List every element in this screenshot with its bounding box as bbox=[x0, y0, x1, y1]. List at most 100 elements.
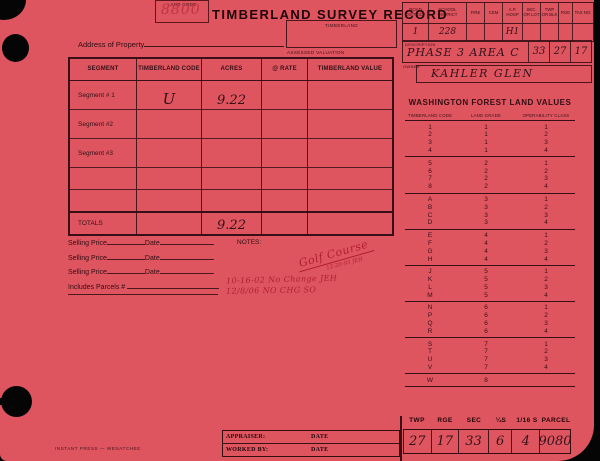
land-code-box: LAND CODE 8800 bbox=[155, 0, 209, 23]
forest-cell: 3 bbox=[544, 139, 548, 147]
forest-row: A 3 1 bbox=[405, 196, 575, 204]
forest-cell: 6 bbox=[484, 327, 488, 335]
segment-acres-cell: 9.22 bbox=[202, 81, 262, 109]
forest-cell: 2 bbox=[484, 167, 488, 175]
selling-rows: Selling Price Date Selling Price Date Sellin… bbox=[68, 238, 230, 276]
forest-cell: 6 bbox=[484, 320, 488, 328]
forest-cell: 3 bbox=[544, 320, 548, 328]
forest-cell: K bbox=[427, 276, 433, 284]
parcel-header-cell: SEC bbox=[466, 417, 482, 424]
forest-cell: 4 bbox=[544, 327, 548, 335]
description-value: PHASE 3 AREA C bbox=[407, 46, 520, 59]
forest-cell: S bbox=[427, 340, 433, 348]
selling-price-row: Selling Price Date bbox=[68, 253, 230, 262]
segment-acres-cell bbox=[202, 168, 262, 189]
description-sec-twp-rge-cell: 33 bbox=[528, 41, 549, 62]
forest-row: 6 2 2 bbox=[405, 167, 575, 175]
segment-row bbox=[70, 190, 392, 211]
forest-cell: 4 bbox=[544, 255, 548, 263]
parcel-header-cell: ¼S bbox=[495, 417, 507, 424]
forest-table-headers: TIMBERLAND CODE LAND GRADE OPERABILITY CLA… bbox=[405, 113, 575, 118]
forest-cell: 5 bbox=[484, 291, 488, 299]
forest-header-cell: LAND GRADE bbox=[471, 113, 501, 118]
district-value-cell bbox=[559, 24, 573, 41]
forest-row: S 7 1 bbox=[405, 340, 575, 348]
forest-cell: 1 bbox=[484, 131, 488, 139]
forest-cell: 2 bbox=[544, 312, 548, 320]
district-table: ROAD DISTRICT SCHOOL DISTRICT FIRE CEM A.P. … bbox=[402, 2, 594, 42]
forest-cell: F bbox=[428, 239, 432, 247]
forest-cell: 3 bbox=[544, 247, 548, 255]
segment-table: SEGMENT TIMBERLAND CODE ACRES @ RATE TIMBERL… bbox=[68, 57, 394, 236]
forest-row: K 5 2 bbox=[405, 276, 575, 284]
forest-cell: B bbox=[427, 203, 433, 211]
forest-row: E 4 1 bbox=[405, 232, 575, 240]
forest-cell: 5 bbox=[484, 283, 488, 291]
forest-cell: N bbox=[427, 304, 433, 312]
district-header-cell: A.P. HOSP bbox=[503, 3, 523, 23]
parcel-header-cell: TWP bbox=[409, 417, 425, 424]
forest-cell: M bbox=[427, 291, 433, 299]
forest-cell: 1 bbox=[428, 123, 432, 131]
address-blank-line bbox=[144, 39, 285, 47]
appraiser-date-label: DATE bbox=[311, 434, 329, 440]
land-code-label: LAND CODE bbox=[167, 2, 197, 7]
blank-rule-line bbox=[68, 293, 218, 295]
forest-row: 1 1 1 bbox=[405, 123, 575, 131]
segment-label-cell: Segment # 1 bbox=[70, 81, 137, 109]
forest-cell: 4 bbox=[484, 239, 488, 247]
segment-label-cell bbox=[70, 168, 137, 189]
forest-cell: 1 bbox=[544, 195, 548, 203]
forest-row: T 7 2 bbox=[405, 348, 575, 356]
description-label: DESCRIPTION bbox=[405, 42, 436, 47]
segment-rate-cell bbox=[262, 190, 308, 211]
forest-cell: 4 bbox=[484, 255, 488, 263]
segment-value-cell bbox=[308, 190, 392, 211]
date-blank bbox=[159, 238, 214, 245]
parcel-table-headers: TWP RGE SEC ¼S 1/16 S PARCEL bbox=[403, 417, 571, 429]
parcel-value-cell: 9080 bbox=[538, 434, 572, 449]
scan-corner-artifact bbox=[0, 0, 26, 20]
parcel-header-cell: PARCEL bbox=[541, 417, 571, 424]
forest-cell: 3 bbox=[428, 139, 432, 147]
appraiser-row: WORKED BY: DATE bbox=[223, 444, 399, 456]
segment-rate-cell bbox=[262, 168, 308, 189]
description-band: DESCRIPTION PHASE 3 AREA C 33 27 17 bbox=[402, 40, 592, 63]
forest-cell: 3 bbox=[544, 283, 548, 291]
forest-row: 7 2 3 bbox=[405, 175, 575, 183]
district-header-cell: CEM bbox=[485, 3, 503, 23]
forest-row: F 4 2 bbox=[405, 240, 575, 248]
forest-cell: U bbox=[427, 356, 433, 364]
forest-header-rule bbox=[405, 120, 575, 122]
segment-row bbox=[70, 168, 392, 190]
forest-cell: 2 bbox=[544, 203, 548, 211]
district-header-cell: SEC. OR LOT bbox=[523, 3, 541, 23]
forest-row: V 7 4 bbox=[405, 364, 575, 372]
includes-parcels-blank bbox=[127, 282, 220, 289]
parcel-header-cell: 1/16 S bbox=[516, 417, 538, 424]
appraiser-date-label: DATE bbox=[311, 447, 329, 453]
segment-header-cell: @ RATE bbox=[262, 59, 308, 80]
totals-rate bbox=[262, 213, 308, 234]
segment-acres-cell bbox=[202, 190, 262, 211]
forest-cell: 4 bbox=[544, 364, 548, 372]
forest-cell: V bbox=[427, 364, 433, 372]
segment-table-headers: SEGMENT TIMBERLAND CODE ACRES @ RATE TIMBERL… bbox=[70, 59, 392, 81]
description-sec-twp-rge-cell: 27 bbox=[549, 41, 570, 62]
forest-cell: R bbox=[427, 327, 433, 335]
selling-price-label: Selling Price bbox=[68, 240, 107, 247]
printer-credit: INSTANT PRESS — WENATCHEE bbox=[55, 446, 141, 451]
district-value-cell bbox=[541, 24, 559, 41]
forest-row: 2 1 2 bbox=[405, 131, 575, 139]
segment-acres-cell bbox=[202, 139, 262, 167]
forest-cell: 7 bbox=[484, 348, 488, 356]
forest-cell: 3 bbox=[484, 195, 488, 203]
forest-cell: 4 bbox=[544, 219, 548, 227]
owner-box: KAHLER GLEN bbox=[416, 65, 592, 83]
forest-group: S 7 1 T 7 2 U 7 3 V 7 4 bbox=[405, 338, 575, 375]
